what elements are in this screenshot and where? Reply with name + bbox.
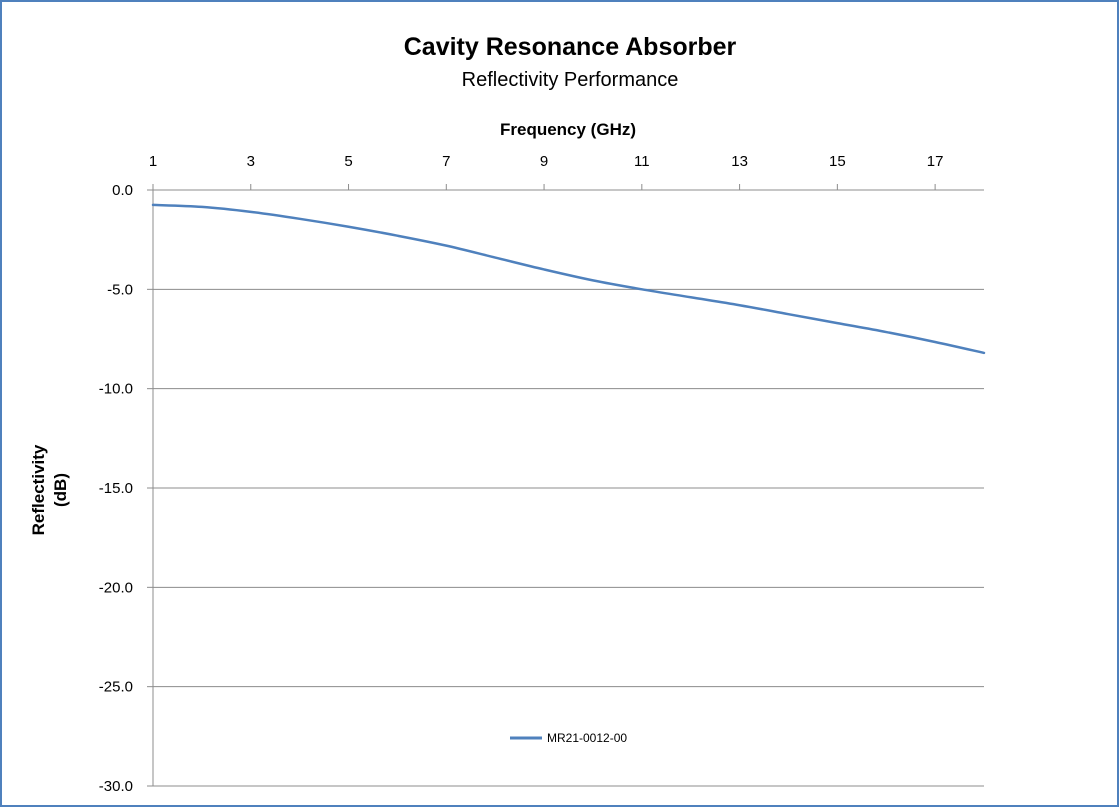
x-tick-label: 9: [540, 153, 548, 170]
y-axis-title-line-2: (dB): [51, 473, 70, 507]
x-tick-label: 3: [247, 153, 255, 170]
x-tick-label: 15: [829, 153, 846, 170]
x-tick-label: 17: [927, 153, 944, 170]
y-tick-label: -25.0: [99, 679, 133, 696]
y-tick-label: 0.0: [112, 182, 133, 199]
y-ticks: 0.0 -5.0 -10.0 -15.0 -20.0 -25.0 -30.0: [99, 182, 153, 795]
legend-label: MR21-0012-00: [547, 731, 627, 745]
y-axis-title-line-1: Reflectivity: [29, 444, 48, 535]
x-tick-label: 1: [149, 153, 157, 170]
series-layer: [151, 203, 986, 355]
y-tick-label: -30.0: [99, 778, 133, 795]
x-tick-label: 11: [634, 153, 650, 170]
x-tick-label: 13: [731, 153, 748, 170]
y-tick-label: -5.0: [107, 281, 133, 298]
x-ticks: 1 3 5 7 9 11 13 15 17: [149, 153, 944, 190]
x-axis-title: Frequency (GHz): [500, 120, 636, 139]
x-tick-label: 5: [344, 153, 352, 170]
chart-subtitle: Reflectivity Performance: [462, 69, 679, 91]
y-tick-label: -15.0: [99, 480, 133, 497]
y-tick-label: -10.0: [99, 381, 133, 398]
y-axis-title: Reflectivity (dB): [29, 444, 70, 535]
series-line: [151, 203, 986, 355]
gridlines: [153, 189, 984, 787]
y-tick-label: -20.0: [99, 579, 133, 596]
legend: MR21-0012-00: [510, 731, 627, 745]
x-tick-label: 7: [442, 153, 450, 170]
chart-title: Cavity Resonance Absorber: [404, 33, 737, 61]
